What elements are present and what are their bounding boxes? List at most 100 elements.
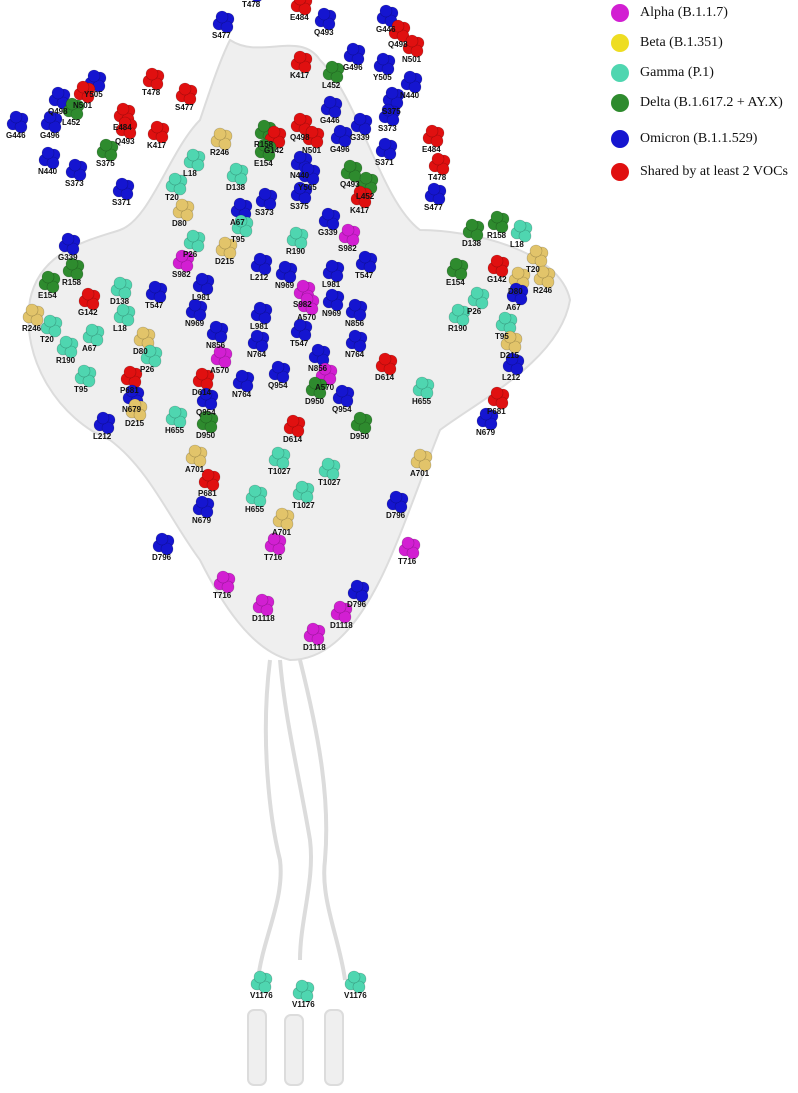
residue-label: D1118: [252, 614, 275, 623]
atom: [201, 468, 215, 482]
atom: [420, 386, 434, 400]
residue-label: D1118: [330, 621, 353, 630]
residue-label: L212: [250, 273, 269, 282]
residue-label: N440: [38, 167, 58, 176]
atom: [293, 0, 307, 6]
residue-label: A67: [82, 344, 97, 353]
atom: [358, 421, 372, 435]
atom: [68, 158, 82, 172]
atom: [330, 298, 344, 312]
atom: [413, 448, 427, 462]
residue-sphere: [112, 177, 135, 201]
atom: [99, 138, 113, 152]
residue-sphere: [96, 138, 119, 162]
atom: [233, 197, 247, 211]
residue-sphere: [322, 60, 345, 84]
residue-label: D80: [133, 347, 148, 356]
residue-sphere: [215, 236, 238, 260]
atom: [271, 446, 285, 460]
atom: [175, 198, 189, 212]
atom: [195, 495, 209, 509]
residue-label: V1176: [344, 991, 367, 1000]
residue-sphere: [78, 287, 101, 311]
residue-label: R246: [22, 324, 42, 333]
atom: [221, 580, 235, 594]
residue-sphere: [292, 480, 315, 504]
atom: [123, 126, 137, 140]
atom: [470, 228, 484, 242]
residue-label: E484: [290, 13, 309, 22]
atom: [70, 267, 84, 281]
residue-label: T547: [290, 339, 309, 348]
residue-sphere: [428, 152, 451, 176]
atom: [214, 330, 228, 344]
residue-sphere: [210, 345, 233, 369]
atom: [295, 979, 309, 993]
atom: [175, 249, 189, 263]
residue-label: Q954: [196, 408, 216, 417]
residue-label: Y505: [373, 73, 392, 82]
residue-sphere: [183, 148, 206, 172]
atom: [296, 279, 310, 293]
residue-sphere: [192, 367, 215, 391]
atom: [118, 116, 132, 130]
atom: [178, 82, 192, 96]
legend-label: Delta (B.1.617.2 + AY.X): [640, 95, 783, 110]
atom: [323, 95, 337, 109]
residue-label: L18: [113, 324, 127, 333]
residue-label: T20: [165, 193, 179, 202]
atom: [150, 77, 164, 91]
atom: [405, 34, 419, 48]
atom: [191, 158, 205, 172]
atom: [490, 210, 504, 224]
atom: [351, 52, 365, 66]
residue-label: N969: [322, 309, 342, 318]
residue-label: G142: [264, 146, 284, 155]
residue-label: R246: [533, 286, 553, 295]
atom: [300, 490, 314, 504]
atom: [81, 90, 95, 104]
residue-sphere: [58, 232, 81, 256]
atom: [376, 52, 390, 66]
atom: [123, 365, 137, 379]
residue-sphere: [252, 593, 275, 617]
atom: [381, 103, 395, 117]
residue-label: G496: [40, 131, 60, 140]
residue-label: A570: [315, 383, 335, 392]
residue-sphere: [424, 182, 447, 206]
residue-sphere: [422, 124, 445, 148]
residue-label: D614: [192, 388, 212, 397]
atom: [355, 589, 369, 603]
residue-sphere: [125, 398, 148, 422]
atom: [116, 102, 130, 116]
residue-sphere: [375, 352, 398, 376]
atom: [306, 622, 320, 636]
residue-sphere: [196, 410, 219, 434]
residue-label: D796: [386, 511, 406, 520]
atom: [87, 69, 101, 83]
residue-label: A701: [410, 469, 430, 478]
residue-label: G446: [376, 25, 396, 34]
residue-label: N440: [290, 171, 310, 180]
residue-label: R158: [487, 231, 507, 240]
residue-label: L452: [322, 81, 341, 90]
residue-label: G496: [343, 63, 363, 72]
atom: [475, 296, 489, 310]
residue-sphere: [500, 330, 523, 354]
atom: [223, 246, 237, 260]
atom: [425, 124, 439, 138]
residue-label: N679: [476, 428, 496, 437]
residue-sphere: [40, 110, 63, 134]
atom: [25, 303, 39, 317]
residue-sphere: [268, 446, 291, 470]
atom: [218, 137, 232, 151]
atom: [508, 340, 522, 354]
atom: [484, 417, 498, 431]
residue-sphere: [318, 457, 341, 481]
atom: [518, 229, 532, 243]
residue-sphere: [290, 50, 313, 74]
residue-label: D614: [375, 373, 395, 382]
residue-sphere: [305, 376, 328, 400]
atom: [432, 192, 446, 206]
atom: [14, 120, 28, 134]
